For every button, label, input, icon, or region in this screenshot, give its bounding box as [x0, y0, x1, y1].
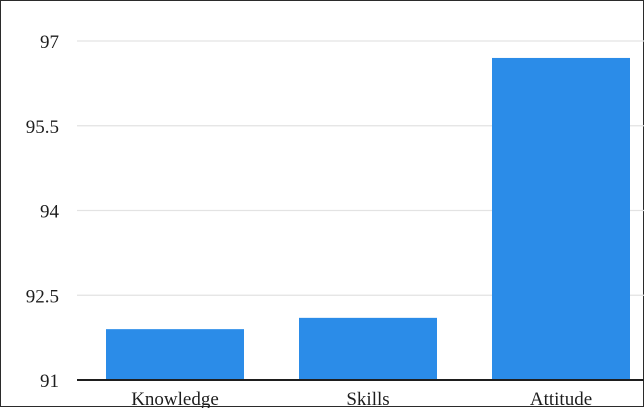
y-tick-label: 91: [40, 371, 59, 392]
x-tick-label: Knowledge: [131, 389, 219, 408]
y-tick-label: 97: [40, 32, 59, 53]
y-tick-label: 94: [40, 202, 60, 223]
bars: [106, 57, 630, 380]
x-tick-label: Skills: [346, 389, 389, 408]
bar-skills: [299, 317, 437, 380]
x-tick-labels: Knowledge Skills Attitude: [131, 389, 592, 408]
y-tick-label: 95.5: [26, 117, 59, 138]
bar-knowledge: [106, 329, 244, 380]
x-tick-label: Attitude: [530, 389, 592, 408]
y-tick-labels: 91 92.5 94 95.5 97: [26, 32, 60, 392]
bar-attitude: [492, 57, 630, 380]
y-tick-label: 92.5: [26, 286, 59, 307]
